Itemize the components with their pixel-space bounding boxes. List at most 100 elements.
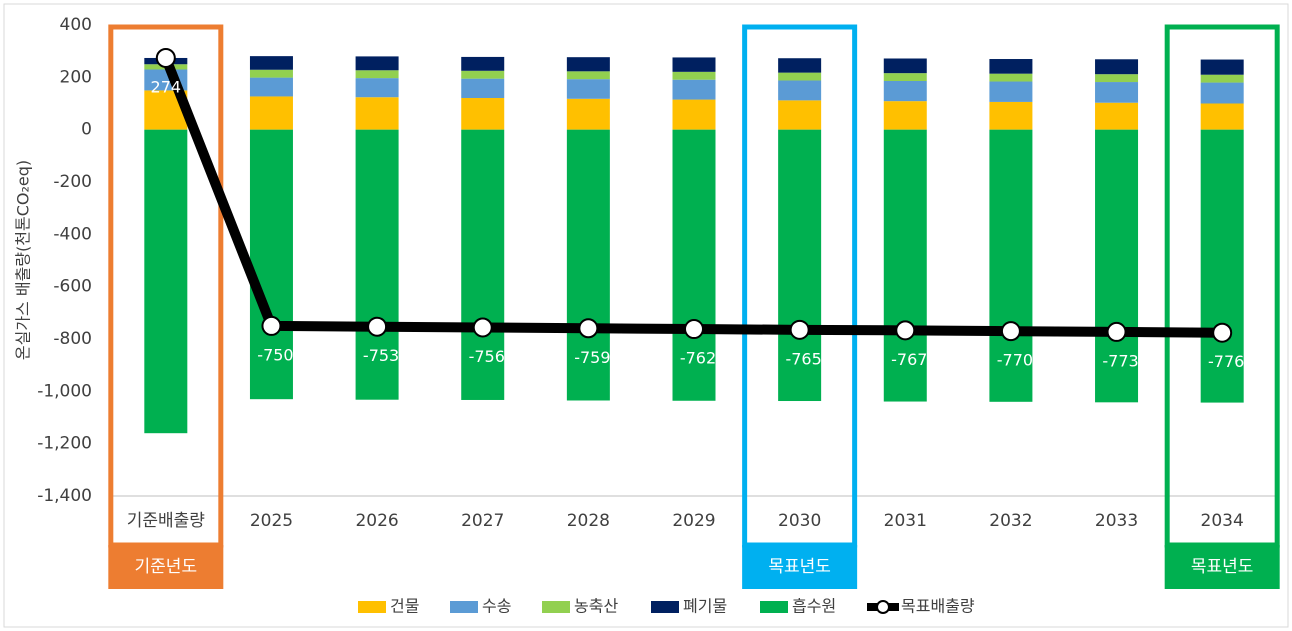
- bar-segment: [249, 96, 293, 130]
- bar-segment: [778, 72, 822, 81]
- line-marker: [155, 47, 176, 68]
- bar-segment: [1095, 59, 1139, 75]
- bar-segment: [883, 101, 927, 130]
- bar-segment: [566, 57, 610, 72]
- bar-segment: [249, 69, 293, 78]
- bar-segment: [1200, 129, 1244, 403]
- bar-segment: [1095, 102, 1139, 130]
- bar-segment: [566, 71, 610, 80]
- x-tick-label: 2031: [884, 511, 927, 531]
- line-marker: [684, 319, 704, 340]
- bar-segment: [144, 129, 188, 434]
- bar-segment: [249, 77, 293, 97]
- y-tick-label: -600: [53, 277, 92, 297]
- legend-swatch: [542, 601, 570, 613]
- bar-segment: [883, 73, 927, 81]
- bar-segment: [355, 129, 399, 400]
- y-tick-label: 0: [81, 120, 92, 140]
- bar-segment: [672, 71, 716, 80]
- bar-segment: [1200, 103, 1244, 130]
- data-label: -776: [1208, 352, 1244, 371]
- x-tick-label: 2026: [355, 511, 398, 531]
- data-label: -765: [785, 349, 821, 368]
- data-label: -773: [1102, 351, 1138, 370]
- data-label: -767: [891, 350, 927, 369]
- bar-segment: [1095, 129, 1139, 403]
- bar-segment: [355, 70, 399, 79]
- highlight-label: 목표년도: [768, 557, 831, 577]
- bar-segment: [461, 70, 505, 79]
- bar-segment: [672, 79, 716, 100]
- bar-segment: [355, 56, 399, 71]
- bar-segment: [778, 58, 822, 73]
- bar-segment: [566, 79, 610, 99]
- x-tick-label: 기준배출량: [127, 511, 206, 531]
- y-tick-label: 400: [60, 15, 92, 35]
- highlight-label-bg: [742, 545, 858, 589]
- data-label: 274: [151, 77, 182, 96]
- line-marker: [367, 316, 388, 337]
- line-marker: [1000, 321, 1021, 342]
- y-tick-label: -1,000: [37, 381, 92, 401]
- legend-swatch: [876, 600, 890, 614]
- bar-segment: [566, 98, 610, 130]
- bar-segment: [778, 129, 822, 402]
- bar-segment: [778, 80, 822, 101]
- bar-segment: [989, 59, 1033, 74]
- data-label: -753: [363, 346, 399, 365]
- x-tick-label: 2030: [778, 511, 821, 531]
- bar-segment: [778, 100, 822, 130]
- x-tick-label: 2025: [250, 511, 293, 531]
- y-tick-label: -800: [53, 329, 92, 349]
- legend-swatch: [450, 601, 478, 613]
- bar-segment: [355, 78, 399, 98]
- legend-swatch: [760, 601, 788, 613]
- bar-segment: [883, 80, 927, 102]
- x-tick-label: 2027: [461, 511, 504, 531]
- y-tick-label: -1,200: [37, 434, 92, 454]
- bar-segment: [1200, 59, 1244, 75]
- bar-segment: [883, 129, 927, 402]
- bar-segment: [249, 56, 293, 70]
- data-label: -756: [469, 347, 505, 366]
- x-tick-label: 2034: [1201, 511, 1244, 531]
- y-tick-label: -1,400: [37, 486, 92, 506]
- legend-swatch: [651, 601, 679, 613]
- bar-segment: [461, 78, 505, 99]
- data-label: -770: [997, 351, 1033, 370]
- legend-label: 목표배출량: [901, 597, 975, 616]
- bar-segment: [883, 58, 927, 74]
- y-axis-title: 온실가스 배출량(천톤CO₂eq): [14, 160, 33, 360]
- bar-segment: [461, 98, 505, 130]
- highlight-label-bg: [108, 545, 224, 589]
- bar-segment: [672, 57, 716, 72]
- data-label: -759: [574, 348, 610, 367]
- line-marker: [1106, 321, 1127, 342]
- highlight-label: 기준년도: [135, 557, 198, 577]
- legend-label: 건물: [390, 597, 419, 616]
- bar-segment: [989, 73, 1033, 82]
- line-marker: [789, 319, 810, 340]
- bar-segment: [989, 81, 1033, 102]
- bar-segment: [1200, 74, 1244, 83]
- line-marker: [1212, 322, 1233, 343]
- bar-segment: [672, 99, 716, 130]
- chart-border: [3, 3, 1289, 628]
- bar-segment: [249, 129, 293, 400]
- y-tick-label: -200: [53, 172, 92, 192]
- highlight-label-bg: [1164, 545, 1280, 589]
- legend-label: 농축산: [574, 597, 618, 616]
- data-label: -750: [257, 345, 293, 364]
- x-tick-label: 2029: [672, 511, 715, 531]
- bar-segment: [461, 129, 505, 400]
- line-marker: [261, 315, 282, 336]
- bar-segment: [989, 129, 1033, 402]
- x-tick-label: 2033: [1095, 511, 1138, 531]
- legend-swatch: [358, 601, 386, 613]
- bar-segment: [672, 129, 716, 401]
- bar-segment: [1095, 82, 1139, 103]
- bar-segment: [989, 101, 1033, 130]
- line-marker: [895, 320, 916, 341]
- bar-segment: [1095, 74, 1139, 83]
